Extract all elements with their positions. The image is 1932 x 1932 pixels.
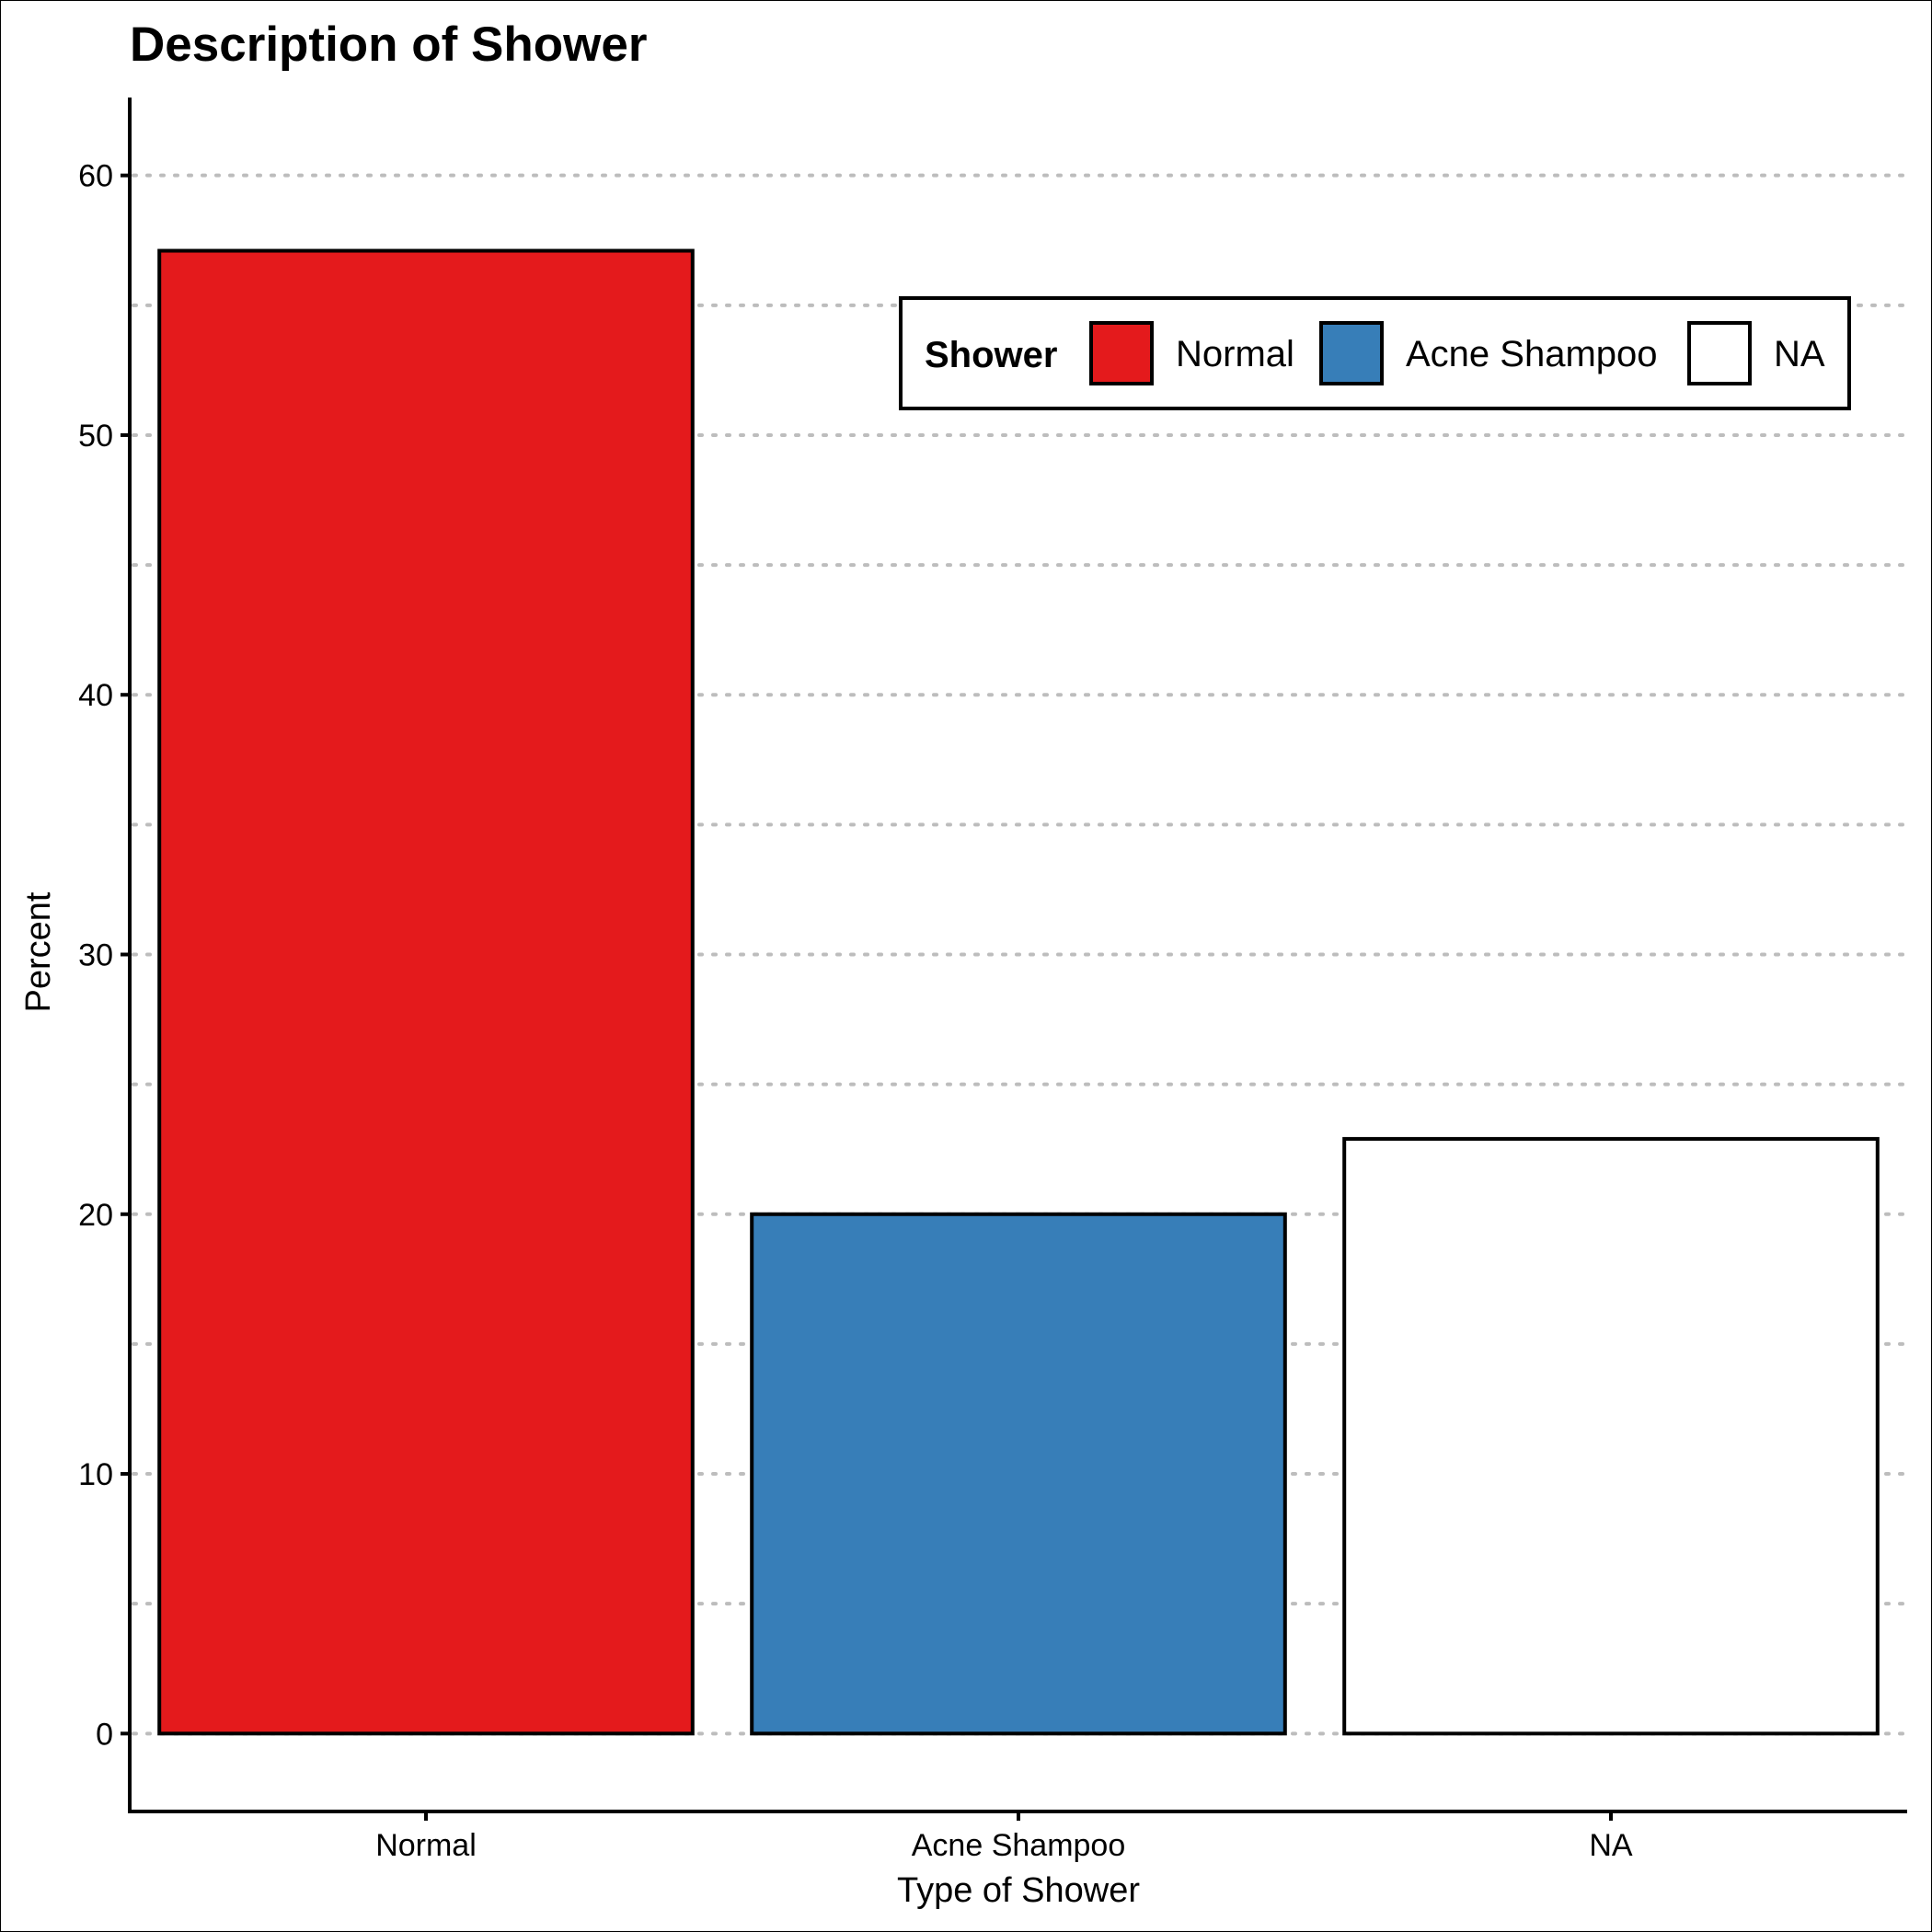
- legend-key-normal: [1089, 321, 1154, 385]
- legend-label: Acne Shampoo: [1406, 334, 1658, 374]
- bars: [157, 248, 1880, 1736]
- y-tick-label: 10: [78, 1457, 113, 1492]
- legend-label: Normal: [1176, 334, 1294, 374]
- y-tick-label: 0: [96, 1717, 113, 1752]
- x-tick-label: Acne Shampoo: [912, 1828, 1126, 1863]
- x-tick-label: Normal: [375, 1828, 477, 1863]
- y-axis-title: Percent: [19, 891, 58, 1012]
- chart-title: Description of Shower: [130, 17, 647, 72]
- legend-key-na: [1687, 321, 1752, 385]
- legend: Shower Normal Acne Shampoo NA: [899, 296, 1851, 410]
- legend-key-acne-shampoo: [1319, 321, 1384, 385]
- legend-entries: Normal Acne Shampoo NA: [1089, 321, 1825, 385]
- x-axis-ticks: Normal Acne Shampoo NA: [375, 1811, 1633, 1863]
- bar-acne-shampoo: [750, 1212, 1287, 1736]
- x-tick-label: NA: [1589, 1828, 1633, 1863]
- y-tick-label: 40: [78, 678, 113, 713]
- bar-na: [1342, 1136, 1880, 1736]
- y-axis-ticks: 0 10 20 30 40 50 60: [78, 159, 130, 1752]
- legend-title: Shower: [925, 335, 1057, 375]
- y-tick-label: 50: [78, 419, 113, 454]
- bar-normal: [157, 248, 695, 1736]
- x-axis-title: Type of Shower: [897, 1871, 1140, 1910]
- y-tick-label: 60: [78, 159, 113, 194]
- y-tick-label: 30: [78, 938, 113, 973]
- y-tick-label: 20: [78, 1198, 113, 1233]
- legend-label: NA: [1774, 334, 1825, 374]
